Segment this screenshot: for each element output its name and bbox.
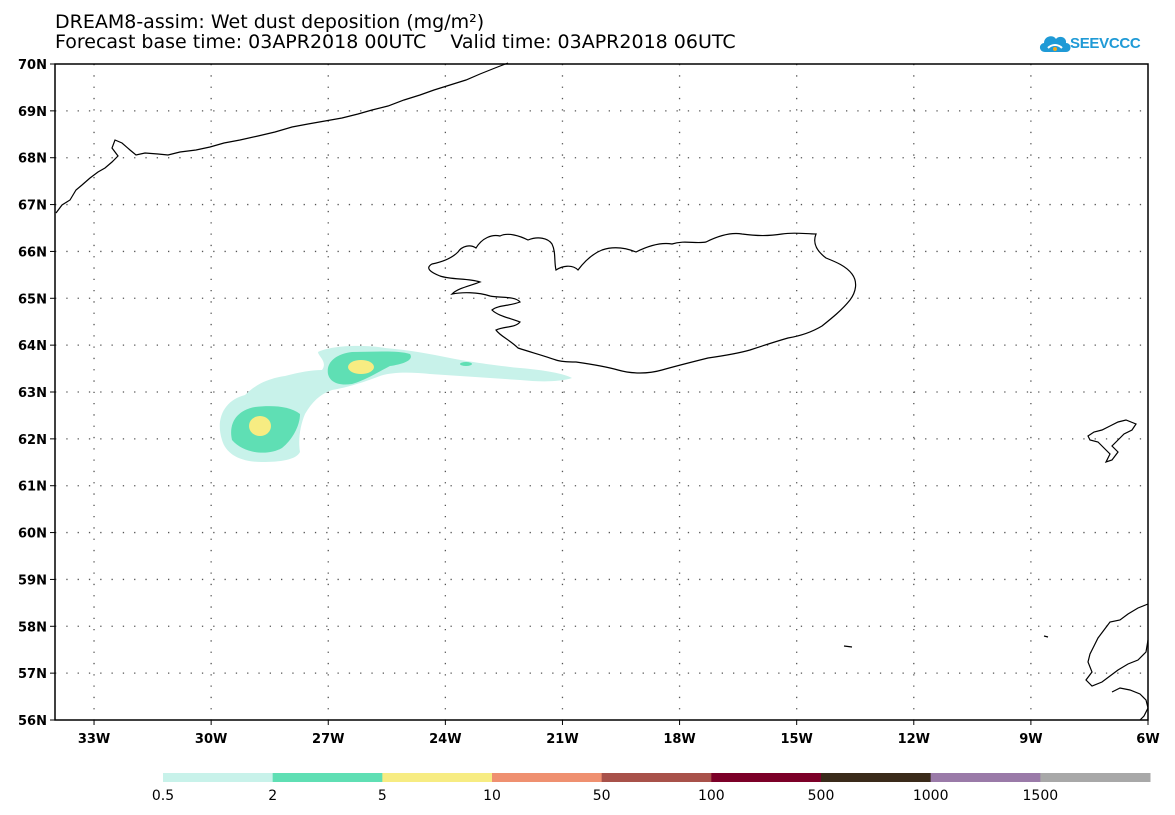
lon-label: 33W xyxy=(78,732,110,747)
legend-swatch xyxy=(272,773,383,782)
lon-label: 30W xyxy=(195,732,227,747)
legend-swatch xyxy=(163,773,274,782)
lon-label: 6W xyxy=(1136,732,1159,747)
logo-text: SEEVCCC xyxy=(1070,35,1141,52)
lat-label: 64N xyxy=(18,339,47,354)
dust-deposition-field xyxy=(219,345,573,462)
lat-label: 61N xyxy=(18,480,47,495)
seevccc-logo: SEEVCCC xyxy=(1038,30,1158,58)
lon-label: 21W xyxy=(546,732,578,747)
lon-label: 12W xyxy=(898,732,930,747)
lat-label: 59N xyxy=(18,573,47,588)
coastlines xyxy=(55,62,1149,721)
lat-label: 69N xyxy=(18,105,47,120)
color-legend: 0.5 2 5 10 50 100 500 1000 1500 xyxy=(152,773,1151,804)
map-frame xyxy=(54,63,1149,721)
lat-label: 57N xyxy=(18,667,47,682)
legend-label: 5 xyxy=(378,788,387,804)
lat-label: 63N xyxy=(18,386,47,401)
cloud-icon xyxy=(1039,36,1071,52)
lon-label: 27W xyxy=(312,732,344,747)
legend-label: 100 xyxy=(698,788,725,804)
lon-label: 9W xyxy=(1019,732,1042,747)
legend-swatch xyxy=(492,773,603,782)
legend-swatch xyxy=(821,773,932,782)
lat-label: 56N xyxy=(18,714,47,729)
lat-label: 70N xyxy=(18,58,47,73)
legend-label: 50 xyxy=(593,788,611,804)
legend-swatch xyxy=(711,773,822,782)
lat-label: 66N xyxy=(18,245,47,260)
lat-label: 58N xyxy=(18,620,47,635)
legend-label: 2 xyxy=(268,788,277,804)
legend-label: 1500 xyxy=(1023,788,1059,804)
legend-label: 500 xyxy=(808,788,835,804)
map-subtitle: Forecast base time: 03APR2018 00UTC Vali… xyxy=(55,31,736,53)
lat-label: 67N xyxy=(18,199,47,214)
longitude-labels: 33W 30W 27W 24W 21W 18W 15W 12W 9W 6W xyxy=(78,720,1160,747)
legend-label: 0.5 xyxy=(152,788,174,804)
legend-label: 10 xyxy=(483,788,501,804)
lat-label: 68N xyxy=(18,152,47,167)
lon-label: 24W xyxy=(429,732,461,747)
lat-label: 65N xyxy=(18,292,47,307)
legend-swatch xyxy=(930,773,1041,782)
legend-swatch xyxy=(601,773,712,782)
lat-label: 60N xyxy=(18,527,47,542)
legend-swatch xyxy=(382,773,493,782)
legend-swatch xyxy=(1040,773,1151,782)
lon-label: 15W xyxy=(780,732,812,747)
latitude-labels: 56N 57N 58N 59N 60N 61N 62N 63N 64N 65N 66N 67N 68N 6… xyxy=(18,58,55,729)
lat-label: 62N xyxy=(18,433,47,448)
lon-label: 18W xyxy=(663,732,695,747)
graticule xyxy=(55,64,1148,720)
map-title: DREAM8-assim: Wet dust deposition (mg/m²… xyxy=(55,11,485,33)
legend-label: 1000 xyxy=(913,788,949,804)
